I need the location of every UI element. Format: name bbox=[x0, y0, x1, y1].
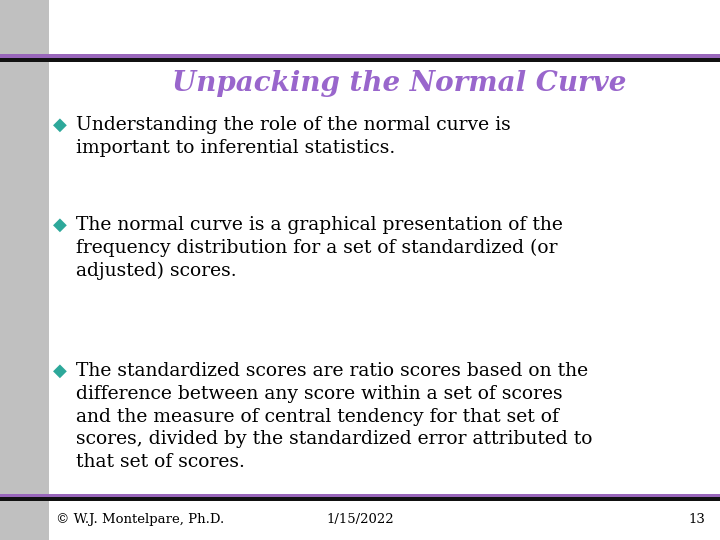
Text: ◆: ◆ bbox=[53, 362, 67, 380]
Text: The normal curve is a graphical presentation of the
frequency distribution for a: The normal curve is a graphical presenta… bbox=[76, 216, 562, 280]
Text: 1/15/2022: 1/15/2022 bbox=[326, 513, 394, 526]
Text: Understanding the role of the normal curve is
important to inferential statistic: Understanding the role of the normal cur… bbox=[76, 116, 510, 157]
Bar bbox=[0, 0, 49, 540]
Bar bbox=[0, 58, 720, 62]
Text: 13: 13 bbox=[689, 513, 706, 526]
Bar bbox=[0, 494, 720, 497]
Text: The standardized scores are ratio scores based on the
difference between any sco: The standardized scores are ratio scores… bbox=[76, 362, 592, 471]
Text: ◆: ◆ bbox=[53, 216, 67, 234]
Bar bbox=[0, 54, 720, 58]
Bar bbox=[0, 497, 720, 501]
Text: Unpacking the Normal Curve: Unpacking the Normal Curve bbox=[172, 70, 627, 97]
Text: © W.J. Montelpare, Ph.D.: © W.J. Montelpare, Ph.D. bbox=[56, 513, 225, 526]
Text: ◆: ◆ bbox=[53, 116, 67, 134]
